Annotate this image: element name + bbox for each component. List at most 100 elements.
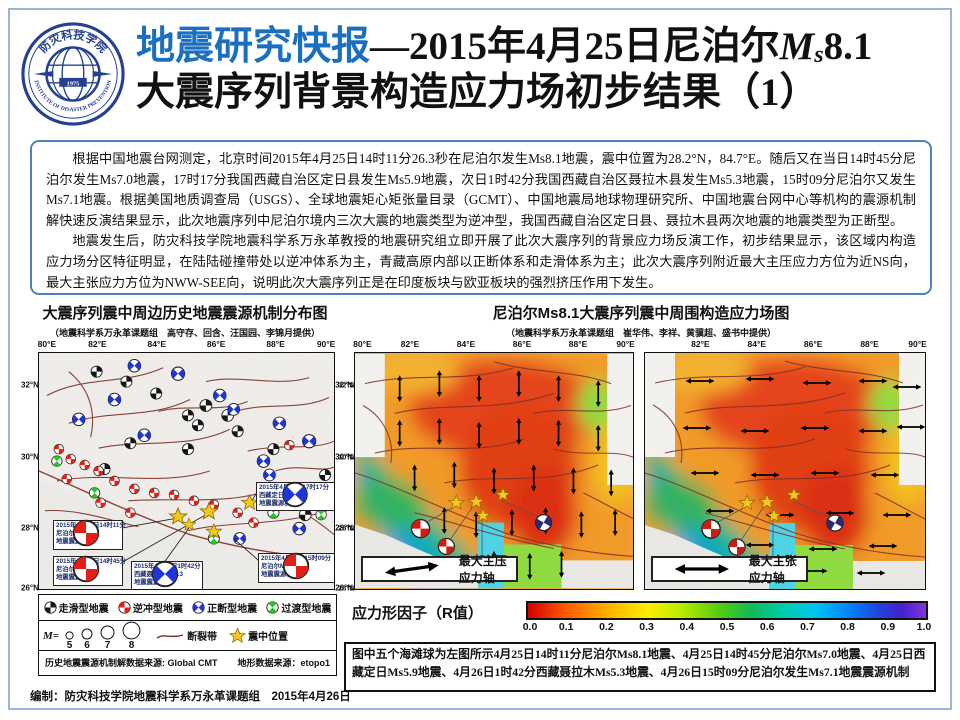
lon-tick: 84°E [747,339,767,349]
title-dash: —2015年4月25日尼泊尔 [370,25,780,68]
lat-tick: 30°N [21,452,39,462]
left-map-title: 大震序列震中周边历史地震震源机制分布图 [42,305,328,322]
beachball-connectors [712,500,834,557]
thrust-beachball-icon [72,555,100,583]
lat-tick: 28°N [335,523,353,533]
title-blue: 地震研究快报 [136,25,371,68]
lon-tick: 90°E [908,339,927,349]
right-map-title: 尼泊尔Ms8.1大震序列震中周围构造应力场图 [492,305,790,322]
callout-ms59: 2015年4月25日17时17分 西藏定日Ms5.9 地震震源机制 [256,481,334,511]
thrust-beachball-icon [282,552,310,580]
lon-tick: 88°E [568,339,588,349]
lon-tick: 84°E [147,339,167,349]
lon-tick: 88°E [266,339,285,349]
logo-year: 1975 [67,80,80,87]
compression-map-graphic [355,353,633,589]
title-line1: 地震研究快报—2015年4月25日尼泊尔Ms8.1 [136,24,948,70]
thrust-icon [118,601,131,614]
legend-thrust: 逆冲型地震 [118,600,183,615]
lat-tick: 32°N [335,380,353,390]
colorbar-gradient [526,601,928,620]
compression-map-canvas: 最大主压应力轴 [354,352,634,590]
normal-beachball-icon [146,560,184,588]
callout-ms71: 2015年4月26日15时09分 尼泊尔Ms7.1 地震震源机制 [258,552,334,583]
source-gcmt: 历史地震震源机制解数据来源: Global CMT [45,657,218,668]
transitional-icon [266,601,280,614]
lon-tick: 88°E [860,339,879,349]
fault-line-icon [156,633,184,639]
lat-tick: 26°N [338,583,355,593]
strike-slip-icon [43,601,57,614]
source-etopo: 地形数据来源：etopo1 [237,657,330,668]
colorbar-ticks: 0.0 0.1 0.2 0.3 0.4 0.5 0.6 0.7 0.8 0.9 … [522,621,932,633]
institute-logo: 防灾科技学院 INSTITUTE OF DISASTER PREVENTION … [21,22,125,126]
footer-credit: 编制：防灾科技学院地震科学系万永革课题组 2015年4月26日 [30,691,351,703]
lat-tick: 26°N [21,583,39,593]
figure-caption: 图中五个海滩球为左图所示4月25日14时11分尼泊尔Ms8.1地震、4月25日1… [344,642,936,692]
legend-fault: 断裂带 [155,628,217,643]
lat-tick: 32°N [21,380,39,390]
lon-tick: 86°E [206,339,226,349]
title-magnitude-m: M [779,25,815,68]
compression-stress-map: 80°E 82°E 84°E 86°E 88°E 90°E 32°N 30°N … [338,339,635,592]
lon-tick: 86°E [512,339,532,349]
tension-map-canvas: 最大主张应力轴 [644,352,926,590]
mag-circle [122,621,141,639]
right-map-subtitle: （地震科学系万永革课题组 崔华伟、李祥、黄骥超、盛书中提供） [505,328,776,338]
callout-ms70: 2015年4月25日14时45分 尼泊尔Ms7.0 地震震源机制 [53,555,126,586]
normal-beachball-icon [277,481,313,508]
stress-field-section: 尼泊尔Ms8.1大震序列震中周围构造应力场图 （地震科学系万永革课题组 崔华伟、… [338,302,938,692]
legend-earthquake-types: 走滑型地震 逆冲型地震 正断型地震 过渡型地震 [39,595,336,621]
epicenter-star-icon [229,627,246,643]
lon-tick: 82°E [88,339,107,349]
stress-ratio-colorbar: 应力形因子（R值） 0.0 0.1 0.2 0.3 0.4 0.5 0.6 0.… [344,598,938,640]
lat-tick: 28°N [338,523,355,533]
lon-tick: 80°E [37,339,57,349]
legend-epicenter: 震中位置 [229,627,288,644]
callout-ms53: 2015年4月26日1时42分 西藏聂拉木Ms5.3 地震震源机制 [131,560,203,589]
intro-text-box: 根据中国地震台网测定，北京时间2015年4月25日14时11分26.3秒在尼泊尔… [30,140,932,295]
lon-tick: 90°E [316,339,336,349]
callout-ms81: 2015年4月25日14时11分 尼泊尔Ms8.1 地震震源机制 [53,519,126,550]
compression-legend: 最大主压应力轴 [361,554,518,585]
legend-transitional: 过渡型地震 [266,600,331,615]
colorbar-label: 应力形因子（R值） [352,605,483,622]
thrust-beachball-icon [72,519,100,547]
legend-normal: 正断型地震 [192,600,257,615]
mag-circle [81,628,93,639]
lon-tick: 82°E [691,339,710,349]
lat-tick: 32°N [338,380,355,390]
intro-paragraph-2: 地震发生后，防灾科技学院地震科学系万永革教授的地震研究组立即开展了此次大震序列的… [46,233,916,290]
intro-paragraph-1: 根据中国地震台网测定，北京时间2015年4月25日14时11分26.3秒在尼泊尔… [46,151,916,228]
left-map-subtitle: （地震科学系万永革课题组 高守存、回含、汪国园、李锦月提供） [49,328,320,338]
tension-map-graphic [645,353,925,589]
magnitude-scale: 5 6 7 8 [65,621,141,651]
lat-tick: 30°N [338,452,355,462]
magnitude-prefix: M= [43,629,60,642]
title-magnitude-s: s [814,40,824,68]
mag-circle [100,625,115,639]
lat-tick: 28°N [21,523,39,533]
legend-magnitude-row: M= 5 6 7 8 断裂带 震中位置 [39,621,336,651]
callout-connector-lines [118,492,259,565]
lat-tick: 26°N [335,583,353,593]
historical-map-section: 大震序列震中周边历史地震震源机制分布图 （地震科学系万永革课题组 高守存、回含、… [21,302,353,676]
lon-tick: 86°E [803,339,823,349]
title-line2: 大震序列背景构造应力场初步结果（1） [136,71,819,115]
lon-tick: 84°E [456,339,476,349]
beachball-connectors [422,500,542,557]
relief-map-canvas: 2015年4月25日14时11分 尼泊尔Ms8.1 地震震源机制 2015年4月… [38,352,335,590]
mag-circle [65,630,74,640]
legend-strike-slip: 走滑型地震 [43,600,109,615]
left-map-legend: 走滑型地震 逆冲型地震 正断型地震 过渡型地震 M= 5 6 7 8 断裂带 [38,594,337,676]
page-title: 地震研究快报—2015年4月25日尼泊尔Ms8.1 大震序列背景构造应力场初步结… [136,24,948,116]
lon-tick: 82°E [400,339,420,349]
title-magnitude-value: 8.1 [823,25,873,68]
legend-sources: 历史地震震源机制解数据来源: Global CMT 地形数据来源：etopo1 [39,651,336,673]
tension-stress-map: 82°E 84°E 86°E 88°E 90°E [644,339,927,590]
normal-icon [192,601,206,614]
lon-tick: 90°E [616,339,635,349]
tension-axis-icon [673,562,731,576]
lat-tick: 30°N [335,452,353,462]
compression-axis-icon [382,558,441,580]
